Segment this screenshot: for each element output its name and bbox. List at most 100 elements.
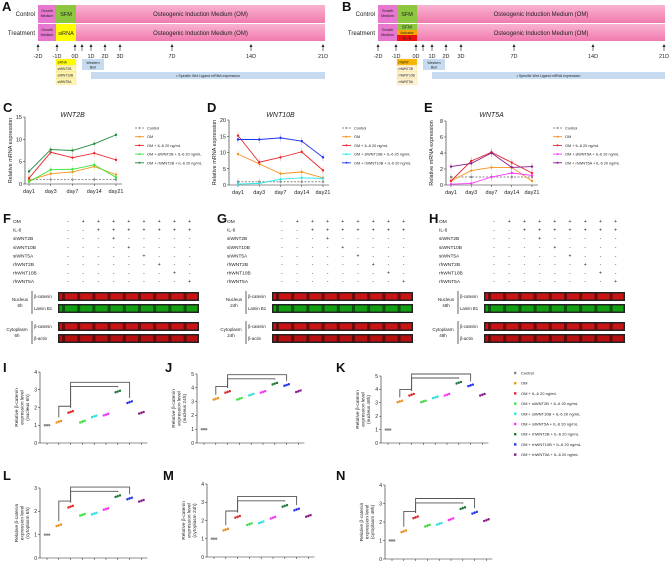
y-tick-label: 6: [440, 135, 443, 141]
time-label: 24h: [230, 303, 238, 308]
lane-gap: [321, 335, 325, 342]
y-tick-label: 1: [379, 538, 382, 544]
y-tick-label: 1: [34, 532, 37, 538]
condition-sign: -: [281, 271, 283, 277]
data-point: [71, 409, 75, 413]
condition-sign: -: [372, 271, 374, 277]
data-point: [279, 136, 282, 140]
condition-sign: -: [281, 245, 283, 251]
legend-marker: [514, 402, 517, 405]
data-point: [434, 396, 437, 399]
lane-gap: [62, 323, 65, 330]
lane-gap: [77, 335, 81, 342]
condition-sign: -: [524, 279, 526, 285]
legend-marker: [514, 453, 517, 456]
panel-letter: K: [336, 360, 346, 375]
lane-gap: [138, 335, 141, 342]
condition-sign: -: [143, 271, 145, 277]
growth-medium-label: Medium: [41, 14, 54, 18]
lane-gap: [122, 305, 126, 312]
lane-gap: [107, 323, 111, 330]
y-tick-label: 2: [201, 518, 204, 524]
data-point: [93, 151, 96, 155]
condition-sign: +: [143, 253, 146, 259]
condition-sign: -: [327, 271, 329, 277]
blot-band: [273, 323, 412, 330]
significance-bracket: [237, 495, 298, 513]
arrow-head-icon: [662, 44, 666, 47]
data-point: [93, 178, 96, 181]
panel-letter: M: [163, 468, 174, 483]
legend-label: OM + IL-6 20 ng/mL: [521, 391, 557, 396]
data-point: [102, 414, 106, 417]
lane-gap: [382, 293, 386, 300]
lane-gap: [336, 335, 340, 342]
x-tick-label: day14: [87, 189, 102, 195]
condition-sign: -: [296, 228, 298, 234]
lane-gap: [153, 323, 157, 330]
treatment-stack-block: [397, 30, 417, 35]
data-point: [140, 411, 143, 415]
condition-sign: -: [189, 245, 191, 251]
data-point: [262, 520, 265, 523]
lane-gap: [92, 305, 96, 312]
legend-marker: [138, 127, 141, 129]
condition-label: rhWNT5A: [13, 279, 35, 285]
y-tick-label: 0: [19, 182, 22, 188]
condition-sign: -: [615, 271, 617, 277]
arrow-head-icon: [321, 44, 325, 47]
wnt-expression-box: [432, 72, 665, 79]
x-tick-label: day1: [23, 189, 35, 195]
data-point: [238, 397, 241, 401]
condition-sign: +: [553, 245, 556, 251]
row-label-control: Control: [356, 12, 375, 18]
data-point: [48, 533, 51, 536]
lane-gap: [503, 305, 507, 312]
data-point: [138, 412, 141, 415]
data-point: [321, 156, 325, 159]
y-axis-label: expression level: [365, 505, 371, 539]
y-tick-label: 0: [191, 441, 194, 447]
condition-sign: +: [357, 228, 360, 234]
condition-sign: -: [508, 236, 510, 242]
data-point: [389, 428, 392, 431]
data-point: [274, 515, 277, 519]
lane-gap: [352, 293, 355, 300]
condition-sign: -: [372, 279, 374, 285]
band-label: β-actin: [34, 336, 48, 341]
reagent-label: siRNA: [58, 60, 68, 64]
data-point: [226, 390, 229, 394]
y-tick-label: 0: [223, 183, 226, 189]
lane-gap: [168, 305, 172, 312]
day-label: -1D: [53, 54, 62, 60]
data-point: [236, 182, 240, 186]
data-point: [422, 400, 425, 403]
lane-gap: [594, 305, 598, 312]
condition-sign: -: [357, 245, 359, 251]
blot-band: [485, 323, 624, 330]
condition-sign: -: [67, 245, 69, 251]
lane-gap: [609, 293, 613, 300]
condition-sign: -: [98, 262, 100, 268]
data-point: [71, 178, 74, 181]
x-tick-label: day21: [316, 190, 331, 196]
condition-sign: -: [342, 236, 344, 242]
data-point: [447, 518, 450, 522]
data-point: [116, 390, 120, 393]
condition-sign: +: [341, 219, 344, 225]
lane-gap: [62, 305, 65, 312]
blot-band: [485, 305, 624, 312]
day-label: 14D: [588, 54, 598, 60]
lane-gap: [579, 323, 583, 330]
data-point: [295, 508, 298, 511]
legend-label: OM + siWNT5A + IL-6 20 ng/mL: [565, 153, 619, 157]
band-label: β-catenin: [460, 324, 478, 329]
data-point: [321, 177, 325, 180]
legend-label: OM + rhWNT5A + IL-6 20 ng/mL: [565, 161, 620, 165]
lane-gap: [367, 335, 371, 342]
data-point: [412, 517, 415, 520]
sfm-block: [397, 5, 417, 23]
lane-gap: [122, 323, 126, 330]
condition-sign: -: [327, 245, 329, 251]
condition-sign: +: [158, 228, 161, 234]
